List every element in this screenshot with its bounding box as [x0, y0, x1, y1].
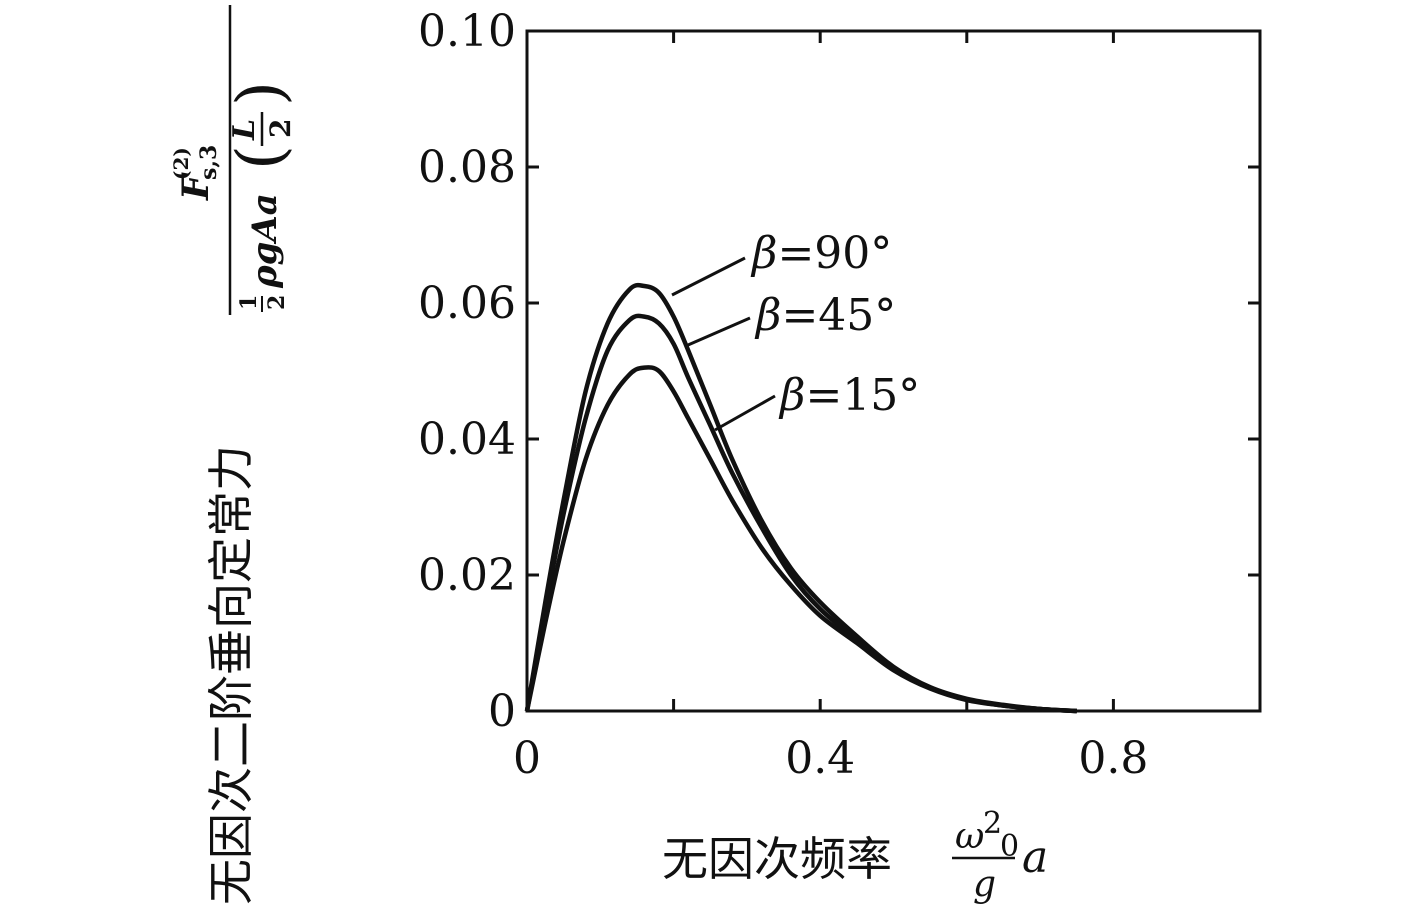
y-axis-title-text: 无因次二阶垂向定常力 — [204, 445, 258, 905]
series-layer — [524, 282, 1077, 714]
y-formula-coef-num: 1 — [236, 295, 262, 310]
y-tick-labels: 0 0.02 0.04 0.06 0.08 0.10 — [418, 6, 516, 737]
series-line-2 — [524, 365, 1077, 714]
y-formula-denominator-body: ρgAa — [245, 193, 285, 289]
y-tick-label: 0.10 — [418, 6, 516, 57]
y-formula-paren-close: ) — [224, 81, 298, 106]
y-tick-label: 0.06 — [418, 278, 516, 329]
x-formula-numerator-sub: 0 — [1000, 829, 1019, 864]
y-tick-label: 0.02 — [418, 550, 516, 601]
y-formula-paren-open: ( — [224, 145, 298, 170]
x-axis-title-text: 无因次频率 — [662, 832, 892, 886]
y-axis-title: 无因次二阶垂向定常力 — [204, 445, 258, 905]
series-label: β=15° — [778, 370, 920, 421]
y-formula-paren-num: L — [227, 119, 262, 141]
y-axis-formula: F (2) s,3 1 2 ρgAa ( L 2 ) — [169, 5, 298, 315]
y-formula-numerator-sub: s,3 — [196, 145, 222, 180]
y-tick-label: 0 — [488, 686, 516, 737]
x-tick-label: 0.4 — [785, 733, 855, 784]
x-formula-numerator: ω — [955, 816, 984, 857]
y-formula-numerator-sup: (2) — [169, 147, 193, 180]
x-tick-label: 0.8 — [1078, 733, 1148, 784]
x-formula-trailing: a — [1022, 832, 1048, 883]
plot-frame — [525, 29, 1262, 713]
series-label-leader — [671, 256, 746, 297]
x-axis-title: 无因次频率 ω 2 0 g a — [662, 806, 1048, 905]
series-label: β=90° — [750, 228, 892, 279]
x-tick-label: 0 — [513, 733, 541, 784]
series-label-leader — [687, 316, 751, 347]
y-formula-paren-den: 2 — [264, 119, 297, 138]
series-labels: β=90° β=45° β=15° — [671, 228, 920, 432]
series-label: β=45° — [754, 290, 896, 341]
series-label-leader — [714, 394, 776, 432]
y-formula-numerator: F — [175, 172, 217, 201]
x-formula-denominator: g — [973, 864, 996, 905]
y-tick-label: 0.04 — [418, 414, 516, 465]
x-tick-labels: 0 0.4 0.8 — [513, 733, 1148, 784]
y-tick-label: 0.08 — [418, 142, 516, 193]
y-formula-coef-den: 2 — [264, 295, 290, 310]
x-formula-numerator-sup: 2 — [983, 806, 1002, 841]
x-axis-formula: ω 2 0 g a — [952, 806, 1048, 905]
